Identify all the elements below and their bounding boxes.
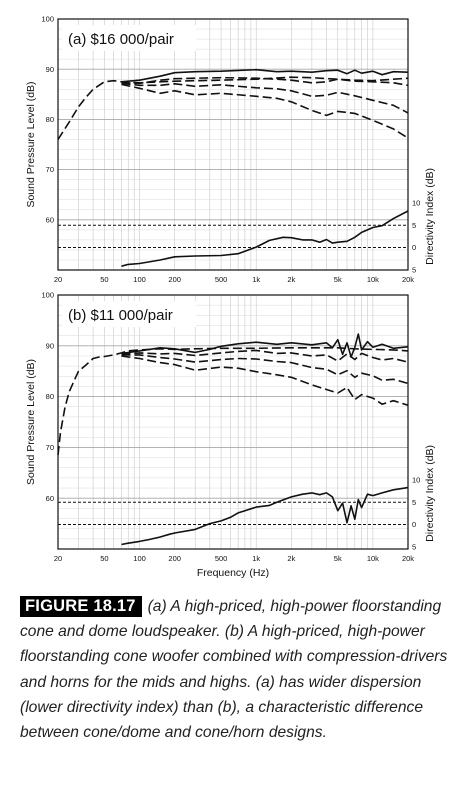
x-tick-label: 1k bbox=[252, 554, 260, 563]
plot-frame bbox=[57, 294, 409, 550]
chart-title-box bbox=[62, 301, 196, 327]
y2-axis-label: Directivity Index (dB) bbox=[424, 168, 436, 265]
x-tick-label: 20k bbox=[402, 554, 414, 563]
y-tick-label: 90 bbox=[46, 65, 54, 74]
x-tick-label: 10k bbox=[367, 554, 379, 563]
y-tick-label: 80 bbox=[46, 392, 54, 401]
response-line-3 bbox=[121, 82, 409, 114]
x-tick-label: 200 bbox=[168, 275, 181, 284]
x-tick-label: 500 bbox=[215, 275, 228, 284]
response-line-0 bbox=[57, 347, 409, 456]
y-tick-label: 70 bbox=[46, 443, 54, 452]
chart-panel-0: 20 50 100 200 500 1k 2k 5k 10k 20k607080901001050… bbox=[25, 15, 436, 284]
x-tick-label: 20 bbox=[54, 554, 62, 563]
x-tick-label: 10k bbox=[367, 275, 379, 284]
response-line-4 bbox=[121, 355, 409, 406]
directivity-tick-label: 0 bbox=[412, 243, 416, 252]
plot-frame bbox=[57, 18, 409, 271]
x-tick-label: 20k bbox=[402, 275, 414, 284]
y-axis-label: Sound Pressure Level (dB) bbox=[25, 359, 37, 485]
y-tick-label: 100 bbox=[41, 15, 54, 24]
chart-title-box bbox=[62, 25, 196, 51]
x-tick-label: 5k bbox=[334, 275, 342, 284]
chart-panel-1: 20 50 100 200 500 1k 2k 5k 10k 20k607080901001050… bbox=[25, 291, 436, 579]
y-tick-label: 70 bbox=[46, 165, 54, 174]
x-tick-label: 2k bbox=[287, 275, 295, 284]
y-tick-label: 100 bbox=[41, 291, 54, 300]
directivity-tick-label: 10 bbox=[412, 476, 420, 485]
figure-charts: 20 50 100 200 500 1k 2k 5k 10k 20k607080901001050… bbox=[25, 15, 436, 579]
x-tick-label: 100 bbox=[133, 275, 146, 284]
y-axis-label: Sound Pressure Level (dB) bbox=[25, 81, 37, 207]
x-tick-label: 5k bbox=[334, 554, 342, 563]
directivity-index-line bbox=[121, 486, 409, 546]
figure-caption: FIGURE 18.17 (a) A high-priced, high-powe… bbox=[20, 594, 456, 745]
x-tick-label: 50 bbox=[100, 275, 108, 284]
directivity-tick-label: 5 bbox=[412, 265, 416, 274]
response-line-1 bbox=[121, 68, 409, 83]
response-line-1 bbox=[121, 333, 409, 358]
response-line-4 bbox=[121, 83, 409, 139]
caption-text: (a) A high-priced, high-power floorstand… bbox=[20, 598, 448, 742]
y-tick-label: 60 bbox=[46, 494, 54, 503]
directivity-index-line bbox=[121, 210, 409, 267]
y2-axis-label: Directivity Index (dB) bbox=[424, 445, 436, 542]
directivity-tick-label: 5 bbox=[412, 542, 416, 551]
x-tick-label: 1k bbox=[252, 275, 260, 284]
x-tick-label: 50 bbox=[100, 554, 108, 563]
directivity-tick-label: 5 bbox=[412, 498, 416, 507]
y-tick-label: 80 bbox=[46, 115, 54, 124]
x-tick-label: 20 bbox=[54, 275, 62, 284]
x-tick-label: 500 bbox=[215, 554, 228, 563]
chart-title: (a) $16 000/pair bbox=[68, 31, 174, 48]
x-tick-label: 2k bbox=[287, 554, 295, 563]
directivity-tick-label: 0 bbox=[412, 520, 416, 529]
response-line-2 bbox=[121, 349, 409, 363]
chart-title: (b) $11 000/pair bbox=[68, 307, 173, 324]
directivity-tick-label: 10 bbox=[412, 199, 420, 208]
x-axis-label: Frequency (Hz) bbox=[197, 567, 269, 579]
x-tick-label: 100 bbox=[133, 554, 146, 563]
directivity-tick-label: 5 bbox=[412, 221, 416, 230]
x-tick-label: 200 bbox=[168, 554, 181, 563]
figure-label: FIGURE 18.17 bbox=[20, 596, 142, 617]
response-line-3 bbox=[121, 354, 409, 385]
y-tick-label: 90 bbox=[46, 341, 54, 350]
y-tick-label: 60 bbox=[46, 215, 54, 224]
response-line-2 bbox=[121, 76, 409, 87]
